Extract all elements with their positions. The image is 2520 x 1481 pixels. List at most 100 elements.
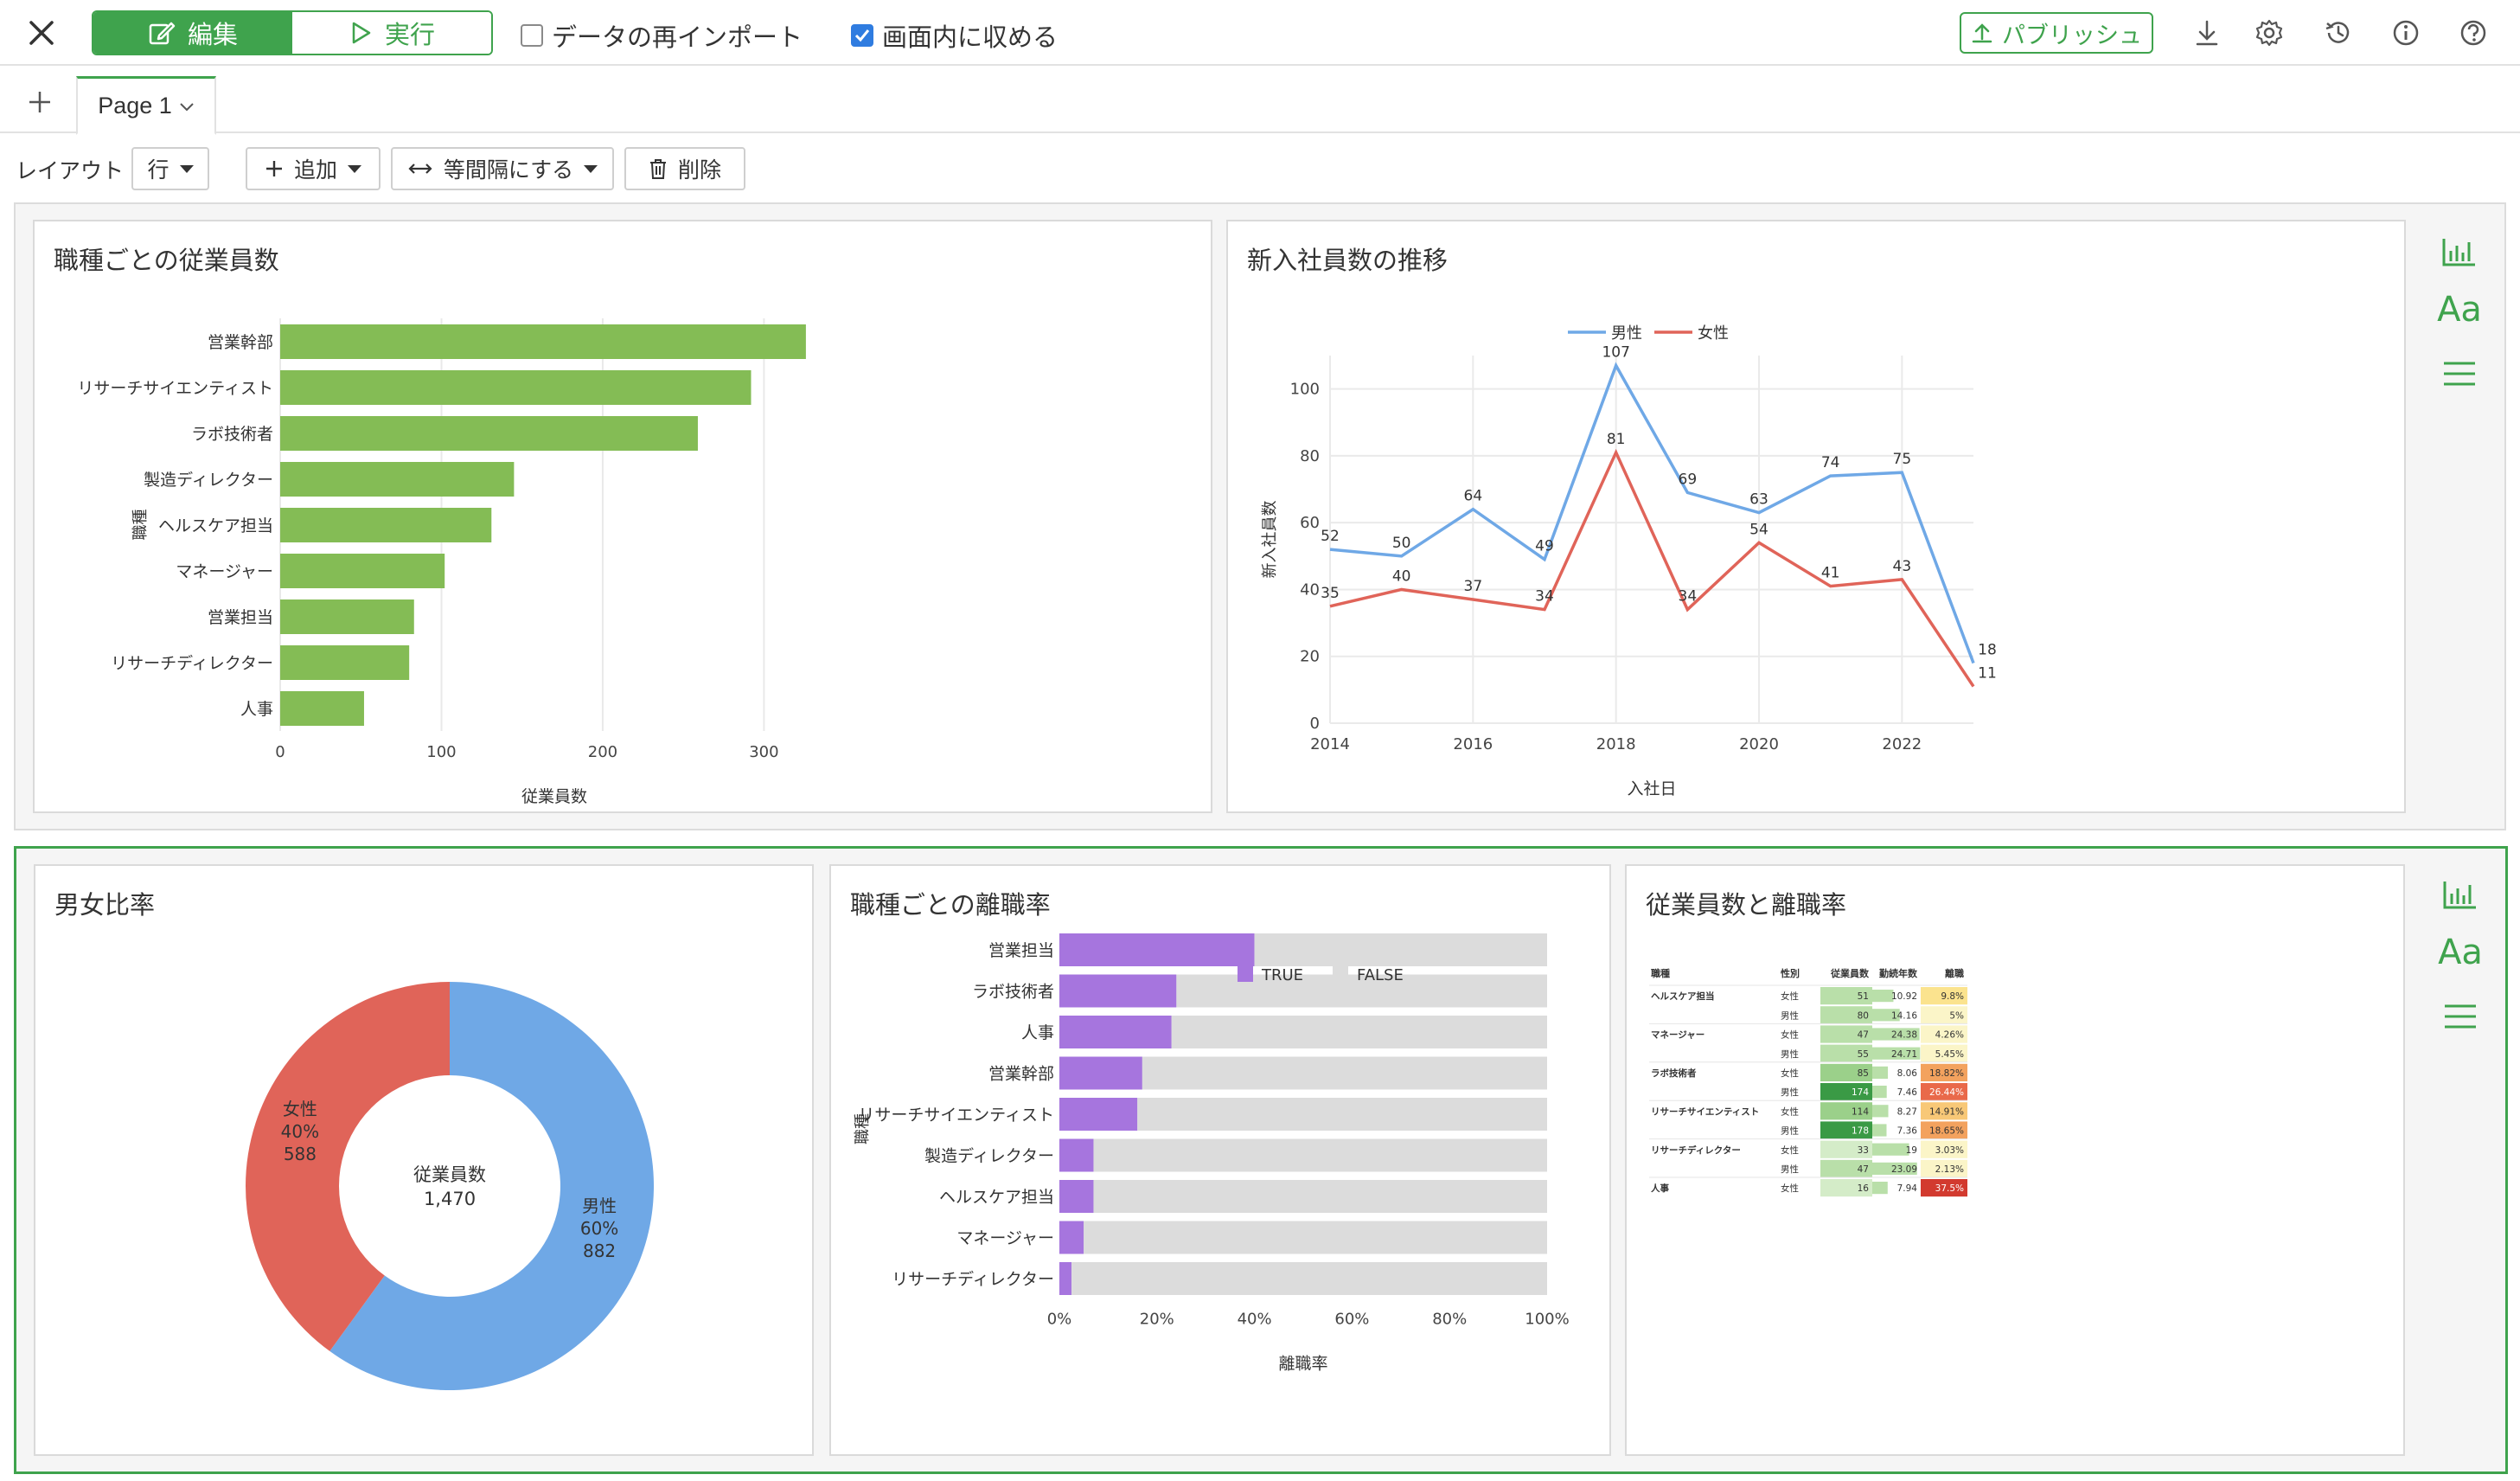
- data-label: 107: [1602, 344, 1629, 362]
- bar: [280, 370, 752, 405]
- add-page-icon[interactable]: [26, 88, 54, 116]
- menu-icon[interactable]: [2434, 348, 2485, 400]
- data-label: 35: [1321, 585, 1340, 602]
- table-cell: ヘルスケア担当: [1651, 991, 1715, 1002]
- heat-cell: [1921, 1044, 1967, 1062]
- help-icon[interactable]: [2458, 17, 2489, 48]
- y-axis-label: 新入社員数: [1261, 501, 1279, 579]
- data-bar: [1872, 1162, 1917, 1175]
- bar-segment: [1093, 1180, 1547, 1213]
- text-format-icon[interactable]: Aa: [2438, 933, 2483, 972]
- play-icon: [352, 22, 371, 44]
- data-label: 54: [1749, 521, 1768, 538]
- data-bar: [1872, 990, 1894, 1003]
- table-cell: 18.65%: [1929, 1126, 1964, 1137]
- data-bar: [1872, 1105, 1889, 1118]
- bar-segment: [1254, 933, 1547, 966]
- reimport-checkbox[interactable]: データの再インポート: [521, 17, 803, 54]
- bar: [280, 462, 515, 497]
- table-header: 性別: [1781, 967, 1800, 979]
- chevron-down-icon[interactable]: [179, 100, 195, 112]
- text-format-icon[interactable]: Aa: [2437, 290, 2482, 330]
- chart-icon[interactable]: [2434, 869, 2486, 921]
- data-label: 34: [1679, 588, 1698, 606]
- close-icon[interactable]: [24, 16, 59, 50]
- upload-icon: [1972, 23, 1992, 43]
- slice-label: 男性: [582, 1196, 617, 1216]
- y-axis-label: 職種: [854, 1113, 872, 1144]
- info-icon[interactable]: [2390, 17, 2421, 48]
- menu-icon[interactable]: [2434, 991, 2486, 1042]
- card-new-hires-trend[interactable]: 新入社員数の推移 0 20 40 60 80 100 2014 2016 2018 2020 202…: [1226, 220, 2406, 813]
- card-employees-and-attrition[interactable]: 従業員数と離職率 職種 性別 従業員数 勤続年数 離職 ヘルスケア担当 女性 51 10.92 9…: [1625, 864, 2405, 1456]
- x-tick-label: 2020: [1739, 735, 1779, 753]
- card-employees-by-role[interactable]: 職種ごとの従業員数 0 100 200 300 営業幹部 リサーチサイエンティスト ラボ技術…: [33, 220, 1212, 813]
- reimport-checkbox-box[interactable]: [521, 24, 543, 47]
- fit-checkbox-box[interactable]: [851, 24, 873, 47]
- data-label: 11: [1978, 665, 1997, 683]
- data-label: 34: [1535, 588, 1554, 606]
- run-button[interactable]: 実行: [292, 12, 491, 54]
- table-cell: 7.46: [1897, 1087, 1918, 1098]
- heat-cell: [1921, 987, 1967, 1005]
- table-cell: 37.5%: [1935, 1183, 1964, 1194]
- distribute-label: 等間隔にする: [443, 158, 574, 183]
- x-tick-label: 200: [588, 743, 617, 761]
- distribute-button[interactable]: 等間隔にする: [391, 147, 614, 190]
- add-button[interactable]: 追加: [246, 147, 381, 190]
- row-2-side-tools: Aa: [2434, 869, 2486, 1042]
- slice-label: 女性: [283, 1099, 317, 1119]
- top-toolbar: 編集 実行 データの再インポート 画面内に収める パブリッシュ: [0, 0, 2520, 66]
- download-icon[interactable]: [2191, 17, 2223, 48]
- table-cell: 178: [1852, 1126, 1869, 1137]
- bar-segment: [1059, 1056, 1142, 1090]
- card-attrition-by-role[interactable]: 職種ごとの離職率 営業担当 ラボ技術者 人事 営業幹部 リサーチサイエンティスト 製造ディ…: [829, 864, 1611, 1456]
- y-tick-label: マネージャー: [956, 1229, 1054, 1248]
- data-label: 37: [1464, 578, 1483, 595]
- y-tick-label: リサーチサイエンティスト: [858, 1106, 1054, 1125]
- bar: [280, 691, 364, 726]
- slice-label: 588: [284, 1144, 317, 1164]
- heat-cell: [1921, 1006, 1967, 1024]
- table-cell: 5%: [1949, 1010, 1964, 1021]
- x-tick-label: 2018: [1596, 735, 1636, 753]
- table-cell: 47: [1858, 1164, 1869, 1175]
- check-icon: [854, 29, 870, 42]
- history-icon[interactable]: [2323, 17, 2354, 48]
- table-header: 勤続年数: [1879, 967, 1918, 979]
- tab-page-1[interactable]: Page 1: [76, 76, 216, 135]
- table-cell: 女性: [1781, 1106, 1799, 1117]
- bar-segment: [1059, 974, 1177, 1008]
- stacked-bar-chart: 営業担当ラボ技術者人事営業幹部リサーチサイエンティスト製造ディレクターヘルスケア…: [854, 933, 1570, 1374]
- y-tick-label: 60: [1300, 514, 1320, 532]
- fit-checkbox[interactable]: 画面内に収める: [851, 17, 1058, 54]
- caret-down-icon: [584, 164, 598, 173]
- caret-down-icon: [179, 164, 194, 173]
- gear-icon[interactable]: [2254, 17, 2285, 48]
- y-tick-label: 人事: [1021, 1023, 1054, 1042]
- chart-icon[interactable]: [2434, 227, 2485, 279]
- table-cell: ラボ技術者: [1651, 1067, 1697, 1079]
- plus-icon: [265, 161, 282, 176]
- edit-button[interactable]: 編集: [93, 12, 292, 54]
- legend-swatch: [1238, 966, 1253, 982]
- x-tick-label: 40%: [1238, 1311, 1272, 1329]
- table-cell: 85: [1858, 1068, 1869, 1079]
- x-tick-label: 100%: [1525, 1311, 1569, 1329]
- publish-button[interactable]: パブリッシュ: [1960, 12, 2153, 54]
- heat-cell: [1820, 1179, 1872, 1197]
- table-cell: 55: [1858, 1049, 1869, 1060]
- table-cell: 114: [1852, 1106, 1869, 1117]
- table-cell: 2.13%: [1935, 1164, 1964, 1175]
- y-tick-label: ラボ技術者: [972, 983, 1054, 1002]
- table-cell: 女性: [1781, 1144, 1799, 1156]
- table-cell: 男性: [1781, 1125, 1799, 1137]
- y-tick-label: 0: [1310, 715, 1320, 733]
- delete-button[interactable]: 削除: [624, 147, 745, 190]
- layout-row-select[interactable]: 行: [131, 147, 209, 190]
- table-cell: 女性: [1781, 1067, 1799, 1079]
- card-gender-ratio[interactable]: 男女比率 男性 60% 882 女性 40% 588 従業員数 1,470: [34, 864, 814, 1456]
- table-cell: 47: [1858, 1030, 1869, 1041]
- y-tick-label: リサーチサイエンティスト: [77, 379, 273, 398]
- table-cell: 33: [1858, 1145, 1869, 1156]
